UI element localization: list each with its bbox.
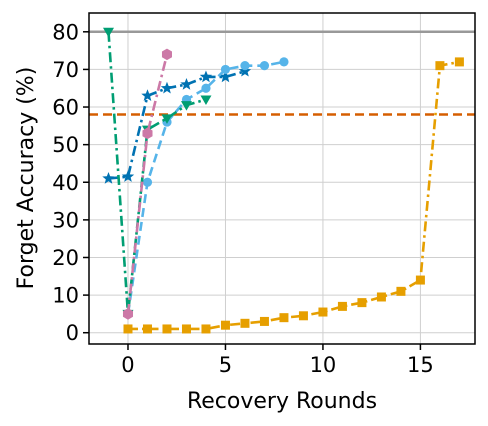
data-point <box>122 308 134 320</box>
data-point <box>141 89 154 102</box>
data-point <box>142 177 153 187</box>
y-tick-label: 30 <box>52 208 79 232</box>
x-axis-label: Recovery Rounds <box>187 389 377 414</box>
data-point <box>259 316 269 326</box>
data-point <box>162 324 172 334</box>
data-point <box>240 61 250 71</box>
data-point <box>238 64 252 77</box>
y-tick-label: 60 <box>52 96 79 120</box>
x-tick-label: 0 <box>121 353 134 377</box>
data-point <box>415 275 425 285</box>
y-tick-label: 40 <box>52 171 79 195</box>
data-point <box>121 170 135 182</box>
data-point <box>142 324 152 334</box>
x-tick-label: 10 <box>310 353 337 377</box>
y-tick-label: 0 <box>66 321 79 345</box>
series-4 <box>102 27 212 320</box>
y-tick-label: 80 <box>52 20 79 44</box>
data-point <box>219 70 232 83</box>
series-line <box>108 70 246 180</box>
series-line <box>126 60 285 315</box>
data-point <box>201 83 211 93</box>
data-point <box>199 70 213 83</box>
data-point <box>201 324 211 334</box>
data-point <box>396 286 406 296</box>
y-tick-label: 50 <box>52 133 79 157</box>
data-point <box>279 57 289 67</box>
y-tick-label: 70 <box>52 58 79 82</box>
data-point <box>259 61 270 71</box>
x-tick-label: 15 <box>407 353 434 377</box>
data-point <box>454 57 464 67</box>
data-point <box>180 101 192 111</box>
data-point <box>337 301 347 311</box>
series-5 <box>122 48 172 320</box>
x-tick-label: 5 <box>219 353 232 377</box>
data-point <box>142 127 153 140</box>
data-point <box>376 292 386 302</box>
y-axis-label: Forget Accuracy (%) <box>14 67 39 290</box>
series-line <box>107 31 207 315</box>
data-point <box>161 48 172 61</box>
series-line <box>127 60 460 331</box>
data-point <box>102 27 114 38</box>
reference-lines <box>89 30 475 116</box>
data-point <box>240 318 250 328</box>
data-point <box>181 324 191 334</box>
data-point <box>357 298 367 308</box>
data-point <box>200 95 212 106</box>
series-2 <box>102 64 252 184</box>
y-tick-label: 10 <box>52 284 79 308</box>
series-layer <box>102 27 464 334</box>
data-point <box>160 81 174 94</box>
data-point <box>435 61 445 71</box>
axes-layer: 0 5 10 15 0 10 20 30 40 50 60 70 80 <box>52 12 476 377</box>
data-point <box>220 320 230 330</box>
data-point <box>102 172 115 184</box>
plot-frame <box>88 12 476 345</box>
data-point <box>220 64 231 75</box>
y-tick-label: 20 <box>52 246 79 270</box>
data-point <box>123 324 133 334</box>
data-point <box>298 311 308 321</box>
data-point <box>161 114 173 124</box>
data-point <box>279 313 289 323</box>
data-point <box>318 307 328 317</box>
series-1 <box>123 57 464 334</box>
data-point <box>180 77 193 90</box>
